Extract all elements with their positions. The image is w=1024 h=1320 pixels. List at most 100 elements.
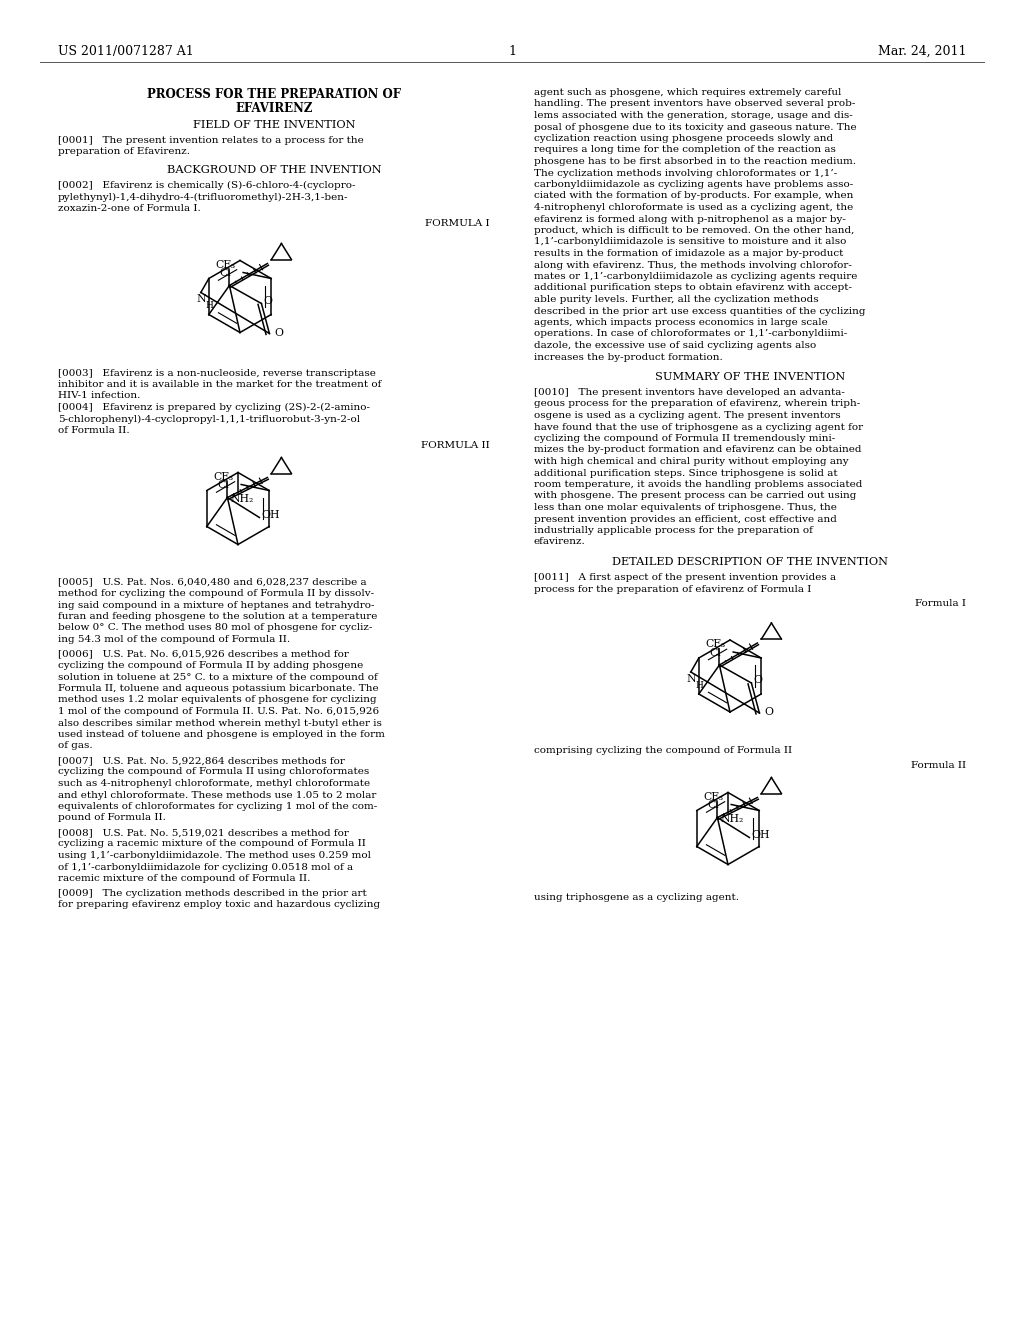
Text: [0003]   Efavirenz is a non-nucleoside, reverse transcriptase: [0003] Efavirenz is a non-nucleoside, re… (58, 368, 376, 378)
Text: Mar. 24, 2011: Mar. 24, 2011 (878, 45, 966, 58)
Text: comprising cyclizing the compound of Formula II: comprising cyclizing the compound of For… (534, 746, 793, 755)
Text: NH₂: NH₂ (230, 495, 253, 504)
Text: EFAVIRENZ: EFAVIRENZ (236, 102, 312, 115)
Text: of gas.: of gas. (58, 742, 92, 751)
Text: Cl: Cl (217, 480, 229, 491)
Text: have found that the use of triphosgene as a cyclizing agent for: have found that the use of triphosgene a… (534, 422, 863, 432)
Text: increases the by-product formation.: increases the by-product formation. (534, 352, 723, 362)
Text: [0010]   The present inventors have developed an advanta-: [0010] The present inventors have develo… (534, 388, 845, 397)
Text: industrially applicable process for the preparation of: industrially applicable process for the … (534, 525, 813, 535)
Text: described in the prior art use excess quantities of the cyclizing: described in the prior art use excess qu… (534, 306, 865, 315)
Text: such as 4-nitrophenyl chloroformate, methyl chloroformate: such as 4-nitrophenyl chloroformate, met… (58, 779, 370, 788)
Text: O: O (274, 327, 284, 338)
Text: [0009]   The cyclization methods described in the prior art: [0009] The cyclization methods described… (58, 888, 367, 898)
Text: solution in toluene at 25° C. to a mixture of the compound of: solution in toluene at 25° C. to a mixtu… (58, 672, 378, 681)
Text: HIV-1 infection.: HIV-1 infection. (58, 392, 140, 400)
Text: [0011]   A first aspect of the present invention provides a: [0011] A first aspect of the present inv… (534, 573, 837, 582)
Text: used instead of toluene and phosgene is employed in the form: used instead of toluene and phosgene is … (58, 730, 385, 739)
Text: FIELD OF THE INVENTION: FIELD OF THE INVENTION (193, 120, 355, 129)
Text: lems associated with the generation, storage, usage and dis-: lems associated with the generation, sto… (534, 111, 853, 120)
Text: below 0° C. The method uses 80 mol of phosgene for cycliz-: below 0° C. The method uses 80 mol of ph… (58, 623, 373, 632)
Text: [0007]   U.S. Pat. No. 5,922,864 describes methods for: [0007] U.S. Pat. No. 5,922,864 describes… (58, 756, 345, 766)
Text: agents, which impacts process economics in large scale: agents, which impacts process economics … (534, 318, 827, 327)
Text: product, which is difficult to be removed. On the other hand,: product, which is difficult to be remove… (534, 226, 854, 235)
Text: able purity levels. Further, all the cyclization methods: able purity levels. Further, all the cyc… (534, 294, 818, 304)
Text: H: H (206, 301, 214, 310)
Text: OH: OH (261, 511, 280, 520)
Text: ing said compound in a mixture of heptanes and tetrahydro-: ing said compound in a mixture of heptan… (58, 601, 375, 610)
Text: SUMMARY OF THE INVENTION: SUMMARY OF THE INVENTION (655, 372, 845, 381)
Text: mizes the by-product formation and efavirenz can be obtained: mizes the by-product formation and efavi… (534, 446, 861, 454)
Text: cyclizing a racemic mixture of the compound of Formula II: cyclizing a racemic mixture of the compo… (58, 840, 366, 849)
Text: PROCESS FOR THE PREPARATION OF: PROCESS FOR THE PREPARATION OF (147, 88, 401, 102)
Text: pound of Formula II.: pound of Formula II. (58, 813, 166, 822)
Text: mates or 1,1’-carbonyldiimidazole as cyclizing agents require: mates or 1,1’-carbonyldiimidazole as cyc… (534, 272, 857, 281)
Text: 1: 1 (508, 45, 516, 58)
Text: pylethynyl)-1,4-dihydro-4-(trifluoromethyl)-2H-3,1-ben-: pylethynyl)-1,4-dihydro-4-(trifluorometh… (58, 193, 348, 202)
Text: N: N (197, 294, 206, 305)
Text: FORMULA II: FORMULA II (421, 441, 490, 450)
Text: phosgene has to be first absorbed in to the reaction medium.: phosgene has to be first absorbed in to … (534, 157, 856, 166)
Text: ciated with the formation of by-products. For example, when: ciated with the formation of by-products… (534, 191, 853, 201)
Text: method for cyclizing the compound of Formula II by dissolv-: method for cyclizing the compound of For… (58, 589, 374, 598)
Text: requires a long time for the completion of the reaction as: requires a long time for the completion … (534, 145, 836, 154)
Text: 1 mol of the compound of Formula II. U.S. Pat. No. 6,015,926: 1 mol of the compound of Formula II. U.S… (58, 708, 379, 715)
Text: CF₃: CF₃ (215, 260, 236, 269)
Text: with high chemical and chiral purity without employing any: with high chemical and chiral purity wit… (534, 457, 849, 466)
Text: also describes similar method wherein methyl t-butyl ether is: also describes similar method wherein me… (58, 718, 382, 727)
Text: Cl: Cl (219, 268, 231, 279)
Text: of 1,1’-carbonyldiimidazole for cyclizing 0.0518 mol of a: of 1,1’-carbonyldiimidazole for cyclizin… (58, 862, 353, 871)
Text: carbonyldiimidazole as cyclizing agents have problems asso-: carbonyldiimidazole as cyclizing agents … (534, 180, 853, 189)
Text: [0004]   Efavirenz is prepared by cyclizing (2S)-2-(2-amino-: [0004] Efavirenz is prepared by cyclizin… (58, 403, 370, 412)
Text: handling. The present inventors have observed several prob-: handling. The present inventors have obs… (534, 99, 855, 108)
Text: of Formula II.: of Formula II. (58, 426, 130, 436)
Text: Cl: Cl (708, 800, 719, 810)
Text: NH₂: NH₂ (720, 814, 743, 825)
Text: additional purification steps. Since triphosgene is solid at: additional purification steps. Since tri… (534, 469, 838, 478)
Text: osgene is used as a cyclizing agent. The present inventors: osgene is used as a cyclizing agent. The… (534, 411, 841, 420)
Text: O: O (764, 708, 773, 717)
Text: cyclizing the compound of Formula II using chloroformates: cyclizing the compound of Formula II usi… (58, 767, 370, 776)
Text: process for the preparation of efavirenz of Formula I: process for the preparation of efavirenz… (534, 585, 811, 594)
Text: [0005]   U.S. Pat. Nos. 6,040,480 and 6,028,237 describe a: [0005] U.S. Pat. Nos. 6,040,480 and 6,02… (58, 578, 367, 586)
Text: O: O (263, 296, 272, 305)
Text: racemic mixture of the compound of Formula II.: racemic mixture of the compound of Formu… (58, 874, 310, 883)
Text: cyclization reaction using phosgene proceeds slowly and: cyclization reaction using phosgene proc… (534, 135, 834, 143)
Text: less than one molar equivalents of triphosgene. Thus, the: less than one molar equivalents of triph… (534, 503, 837, 512)
Text: CF₃: CF₃ (703, 792, 724, 801)
Text: [0001]   The present invention relates to a process for the: [0001] The present invention relates to … (58, 136, 364, 145)
Text: and ethyl chloroformate. These methods use 1.05 to 2 molar: and ethyl chloroformate. These methods u… (58, 791, 377, 800)
Text: Formula II: Formula II (911, 762, 966, 771)
Text: DETAILED DESCRIPTION OF THE INVENTION: DETAILED DESCRIPTION OF THE INVENTION (612, 557, 888, 568)
Text: 5-chlorophenyl)-4-cyclopropyl-1,1,1-trifluorobut-3-yn-2-ol: 5-chlorophenyl)-4-cyclopropyl-1,1,1-trif… (58, 414, 360, 424)
Text: Formula I: Formula I (915, 599, 966, 609)
Text: preparation of Efavirenz.: preparation of Efavirenz. (58, 148, 190, 157)
Text: operations. In case of chloroformates or 1,1’-carbonyldiimi-: operations. In case of chloroformates or… (534, 330, 847, 338)
Text: N: N (687, 675, 696, 684)
Text: [0006]   U.S. Pat. No. 6,015,926 describes a method for: [0006] U.S. Pat. No. 6,015,926 describes… (58, 649, 349, 659)
Text: efavirenz.: efavirenz. (534, 537, 586, 546)
Text: for preparing efavirenz employ toxic and hazardous cyclizing: for preparing efavirenz employ toxic and… (58, 900, 380, 909)
Text: cyclizing the compound of Formula II by adding phosgene: cyclizing the compound of Formula II by … (58, 661, 364, 671)
Text: dazole, the excessive use of said cyclizing agents also: dazole, the excessive use of said cycliz… (534, 341, 816, 350)
Text: FORMULA I: FORMULA I (425, 219, 490, 228)
Text: geous process for the preparation of efavirenz, wherein triph-: geous process for the preparation of efa… (534, 400, 860, 408)
Text: method uses 1.2 molar equivalents of phosgene for cyclizing: method uses 1.2 molar equivalents of pho… (58, 696, 377, 705)
Text: ing 54.3 mol of the compound of Formula II.: ing 54.3 mol of the compound of Formula … (58, 635, 290, 644)
Text: using 1,1’-carbonyldiimidazole. The method uses 0.259 mol: using 1,1’-carbonyldiimidazole. The meth… (58, 851, 371, 861)
Text: US 2011/0071287 A1: US 2011/0071287 A1 (58, 45, 194, 58)
Text: The cyclization methods involving chloroformates or 1,1’-: The cyclization methods involving chloro… (534, 169, 838, 177)
Text: 4-nitrophenyl chloroformate is used as a cyclizing agent, the: 4-nitrophenyl chloroformate is used as a… (534, 203, 853, 213)
Text: BACKGROUND OF THE INVENTION: BACKGROUND OF THE INVENTION (167, 165, 381, 176)
Text: additional purification steps to obtain efavirenz with accept-: additional purification steps to obtain … (534, 284, 852, 293)
Text: present invention provides an efficient, cost effective and: present invention provides an efficient,… (534, 515, 837, 524)
Text: results in the formation of imidazole as a major by-product: results in the formation of imidazole as… (534, 249, 844, 257)
Text: Formula II, toluene and aqueous potassium bicarbonate. The: Formula II, toluene and aqueous potassiu… (58, 684, 379, 693)
Text: efavirenz is formed along with p-nitrophenol as a major by-: efavirenz is formed along with p-nitroph… (534, 214, 846, 223)
Text: agent such as phosgene, which requires extremely careful: agent such as phosgene, which requires e… (534, 88, 842, 96)
Text: with phosgene. The present process can be carried out using: with phosgene. The present process can b… (534, 491, 856, 500)
Text: room temperature, it avoids the handling problems associated: room temperature, it avoids the handling… (534, 480, 862, 488)
Text: using triphosgene as a cyclizing agent.: using triphosgene as a cyclizing agent. (534, 894, 739, 903)
Text: inhibitor and it is available in the market for the treatment of: inhibitor and it is available in the mar… (58, 380, 381, 389)
Text: equivalents of chloroformates for cyclizing 1 mol of the com-: equivalents of chloroformates for cycliz… (58, 803, 377, 810)
